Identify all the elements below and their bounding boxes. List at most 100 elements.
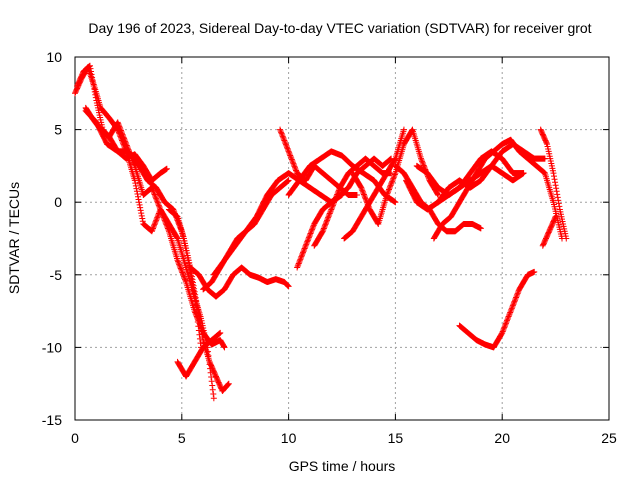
series-track-13 bbox=[311, 155, 395, 249]
data-point bbox=[284, 282, 291, 289]
data-point bbox=[308, 227, 315, 234]
series-track-7 bbox=[187, 264, 292, 300]
data-point bbox=[152, 220, 159, 227]
data-point bbox=[330, 201, 337, 208]
data-point bbox=[502, 320, 509, 327]
x-tick-label: 10 bbox=[281, 430, 297, 446]
data-point bbox=[326, 211, 333, 218]
data-point bbox=[283, 144, 290, 151]
data-point bbox=[301, 245, 308, 252]
data-point bbox=[163, 165, 170, 172]
data-point bbox=[191, 285, 198, 292]
data-point bbox=[554, 191, 561, 198]
data-point bbox=[388, 179, 395, 186]
data-point bbox=[195, 309, 202, 316]
data-point bbox=[501, 323, 508, 330]
data-point bbox=[195, 312, 202, 319]
data-point bbox=[323, 218, 330, 225]
data-point bbox=[197, 322, 204, 329]
data-point bbox=[509, 302, 516, 309]
y-tick-label: -15 bbox=[42, 412, 62, 428]
data-point bbox=[554, 194, 561, 201]
data-point bbox=[190, 282, 197, 289]
data-point bbox=[309, 226, 316, 233]
data-point bbox=[285, 147, 292, 154]
series-track-6 bbox=[174, 329, 224, 380]
data-point bbox=[117, 126, 124, 133]
data-point bbox=[511, 298, 518, 305]
data-point bbox=[90, 83, 97, 90]
data-point bbox=[364, 199, 371, 206]
data-point bbox=[154, 198, 161, 205]
data-point bbox=[284, 145, 291, 152]
y-axis-tick-labels: -15 -10 -5 0 5 10 bbox=[42, 49, 62, 428]
data-point bbox=[174, 257, 181, 264]
data-point bbox=[289, 159, 296, 166]
data-point bbox=[114, 119, 121, 126]
data-point bbox=[151, 222, 158, 229]
data-point bbox=[210, 395, 217, 402]
data-point bbox=[322, 220, 329, 227]
data-point bbox=[121, 135, 128, 142]
x-axis-tick-labels: 0 5 10 15 20 25 bbox=[71, 430, 617, 446]
data-point bbox=[288, 155, 295, 162]
data-point bbox=[555, 197, 562, 204]
data-point bbox=[285, 282, 292, 289]
data-point bbox=[328, 205, 335, 212]
data-point bbox=[136, 199, 143, 206]
data-point bbox=[194, 306, 201, 313]
data-point bbox=[224, 381, 231, 388]
data-point bbox=[324, 215, 331, 222]
data-point bbox=[388, 181, 395, 188]
data-series bbox=[72, 62, 570, 402]
data-point bbox=[208, 378, 215, 385]
data-point bbox=[541, 155, 548, 162]
data-point bbox=[306, 233, 313, 240]
data-point bbox=[304, 238, 311, 245]
x-tick-label: 0 bbox=[71, 430, 79, 446]
data-point bbox=[499, 329, 506, 336]
data-point bbox=[290, 160, 297, 167]
y-tick-label: 5 bbox=[54, 122, 62, 138]
data-point bbox=[305, 235, 312, 242]
data-point bbox=[322, 221, 329, 228]
data-point bbox=[152, 192, 159, 199]
data-point bbox=[499, 328, 506, 335]
data-point bbox=[90, 80, 97, 87]
data-point bbox=[514, 291, 521, 298]
data-point bbox=[514, 290, 521, 297]
data-point bbox=[310, 223, 317, 230]
data-point bbox=[505, 313, 512, 320]
data-point bbox=[179, 270, 186, 277]
data-point bbox=[520, 170, 527, 177]
data-point bbox=[418, 157, 425, 164]
data-point bbox=[151, 191, 158, 198]
data-point bbox=[149, 226, 156, 233]
data-point bbox=[391, 156, 398, 163]
data-point bbox=[303, 241, 310, 248]
y-tick-label: -5 bbox=[50, 267, 63, 283]
series-track-20 bbox=[435, 162, 527, 206]
data-point bbox=[334, 190, 341, 197]
data-point bbox=[552, 213, 559, 220]
data-point bbox=[328, 206, 335, 213]
data-point bbox=[331, 198, 338, 205]
chart-title: Day 196 of 2023, Sidereal Day-to-day VTE… bbox=[88, 20, 591, 36]
data-point bbox=[504, 317, 511, 324]
data-point bbox=[89, 74, 96, 81]
data-point bbox=[361, 192, 368, 199]
data-point bbox=[287, 153, 294, 160]
data-point bbox=[332, 195, 339, 202]
data-point bbox=[92, 94, 99, 101]
data-point bbox=[308, 229, 315, 236]
data-point bbox=[291, 163, 298, 170]
x-tick-label: 20 bbox=[494, 430, 510, 446]
data-point bbox=[309, 225, 316, 232]
data-point bbox=[293, 167, 300, 174]
data-point bbox=[552, 182, 559, 189]
data-point bbox=[505, 314, 512, 321]
grid-lines bbox=[75, 57, 609, 420]
y-tick-label: -10 bbox=[42, 339, 62, 355]
data-point bbox=[277, 126, 284, 133]
